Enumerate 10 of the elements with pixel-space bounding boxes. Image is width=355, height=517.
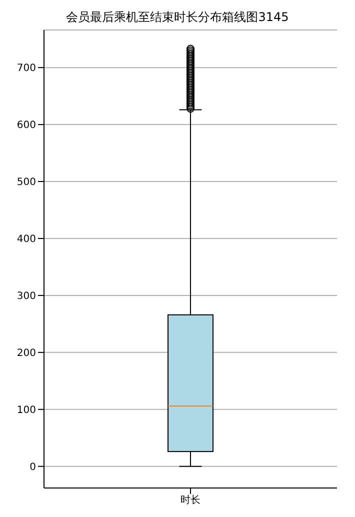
y-tick-label: 300 <box>16 291 36 302</box>
y-tick-label: 200 <box>16 348 36 359</box>
chart-title: 会员最后乘机至结束时长分布箱线图3145 <box>65 9 290 26</box>
y-tick-label: 100 <box>16 404 36 416</box>
y-tick-label: 400 <box>16 234 36 246</box>
y-tick-label: 600 <box>16 120 36 132</box>
y-tick-label: 700 <box>16 63 36 74</box>
x-tick-label: 时长 <box>180 494 200 506</box>
y-tick-label: 500 <box>16 177 36 188</box>
y-tick-label: 0 <box>30 462 36 473</box>
